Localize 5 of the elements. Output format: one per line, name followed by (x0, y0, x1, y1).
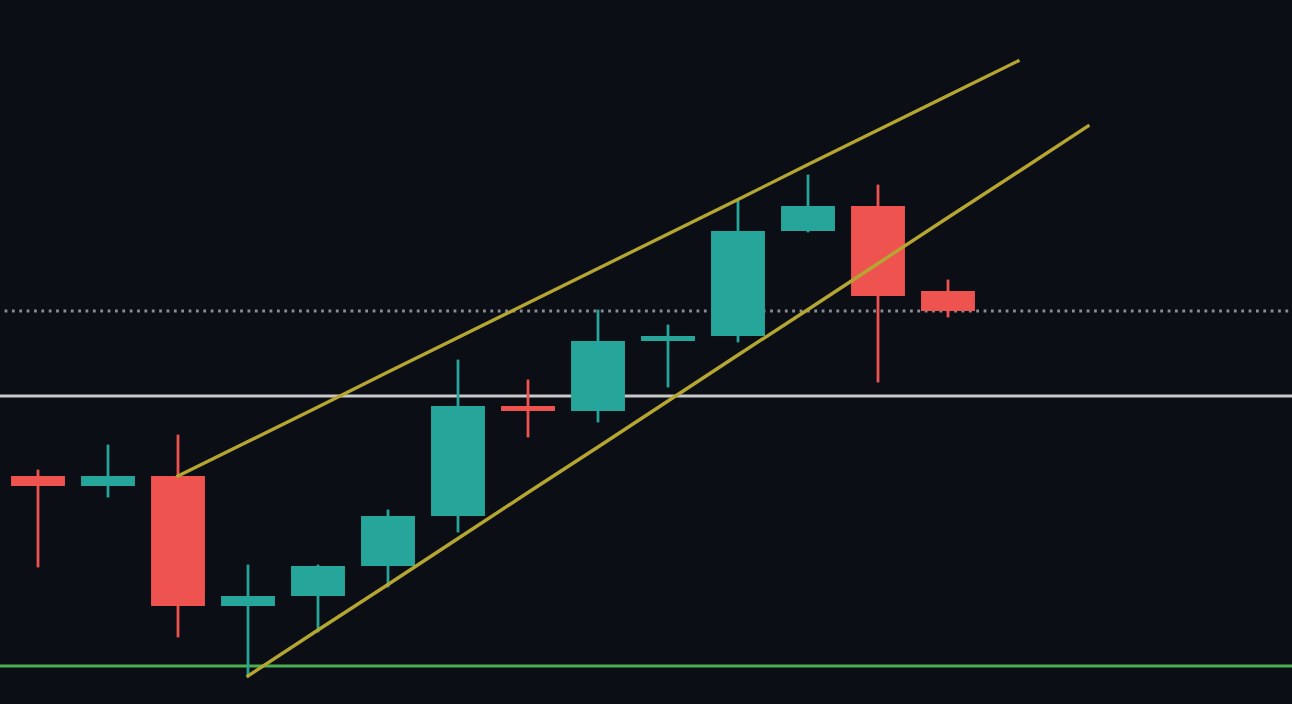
candlestick (641, 324, 695, 388)
candlestick (501, 379, 555, 438)
candlestick (221, 564, 275, 678)
candlestick (11, 469, 65, 568)
candlestick (81, 444, 135, 498)
